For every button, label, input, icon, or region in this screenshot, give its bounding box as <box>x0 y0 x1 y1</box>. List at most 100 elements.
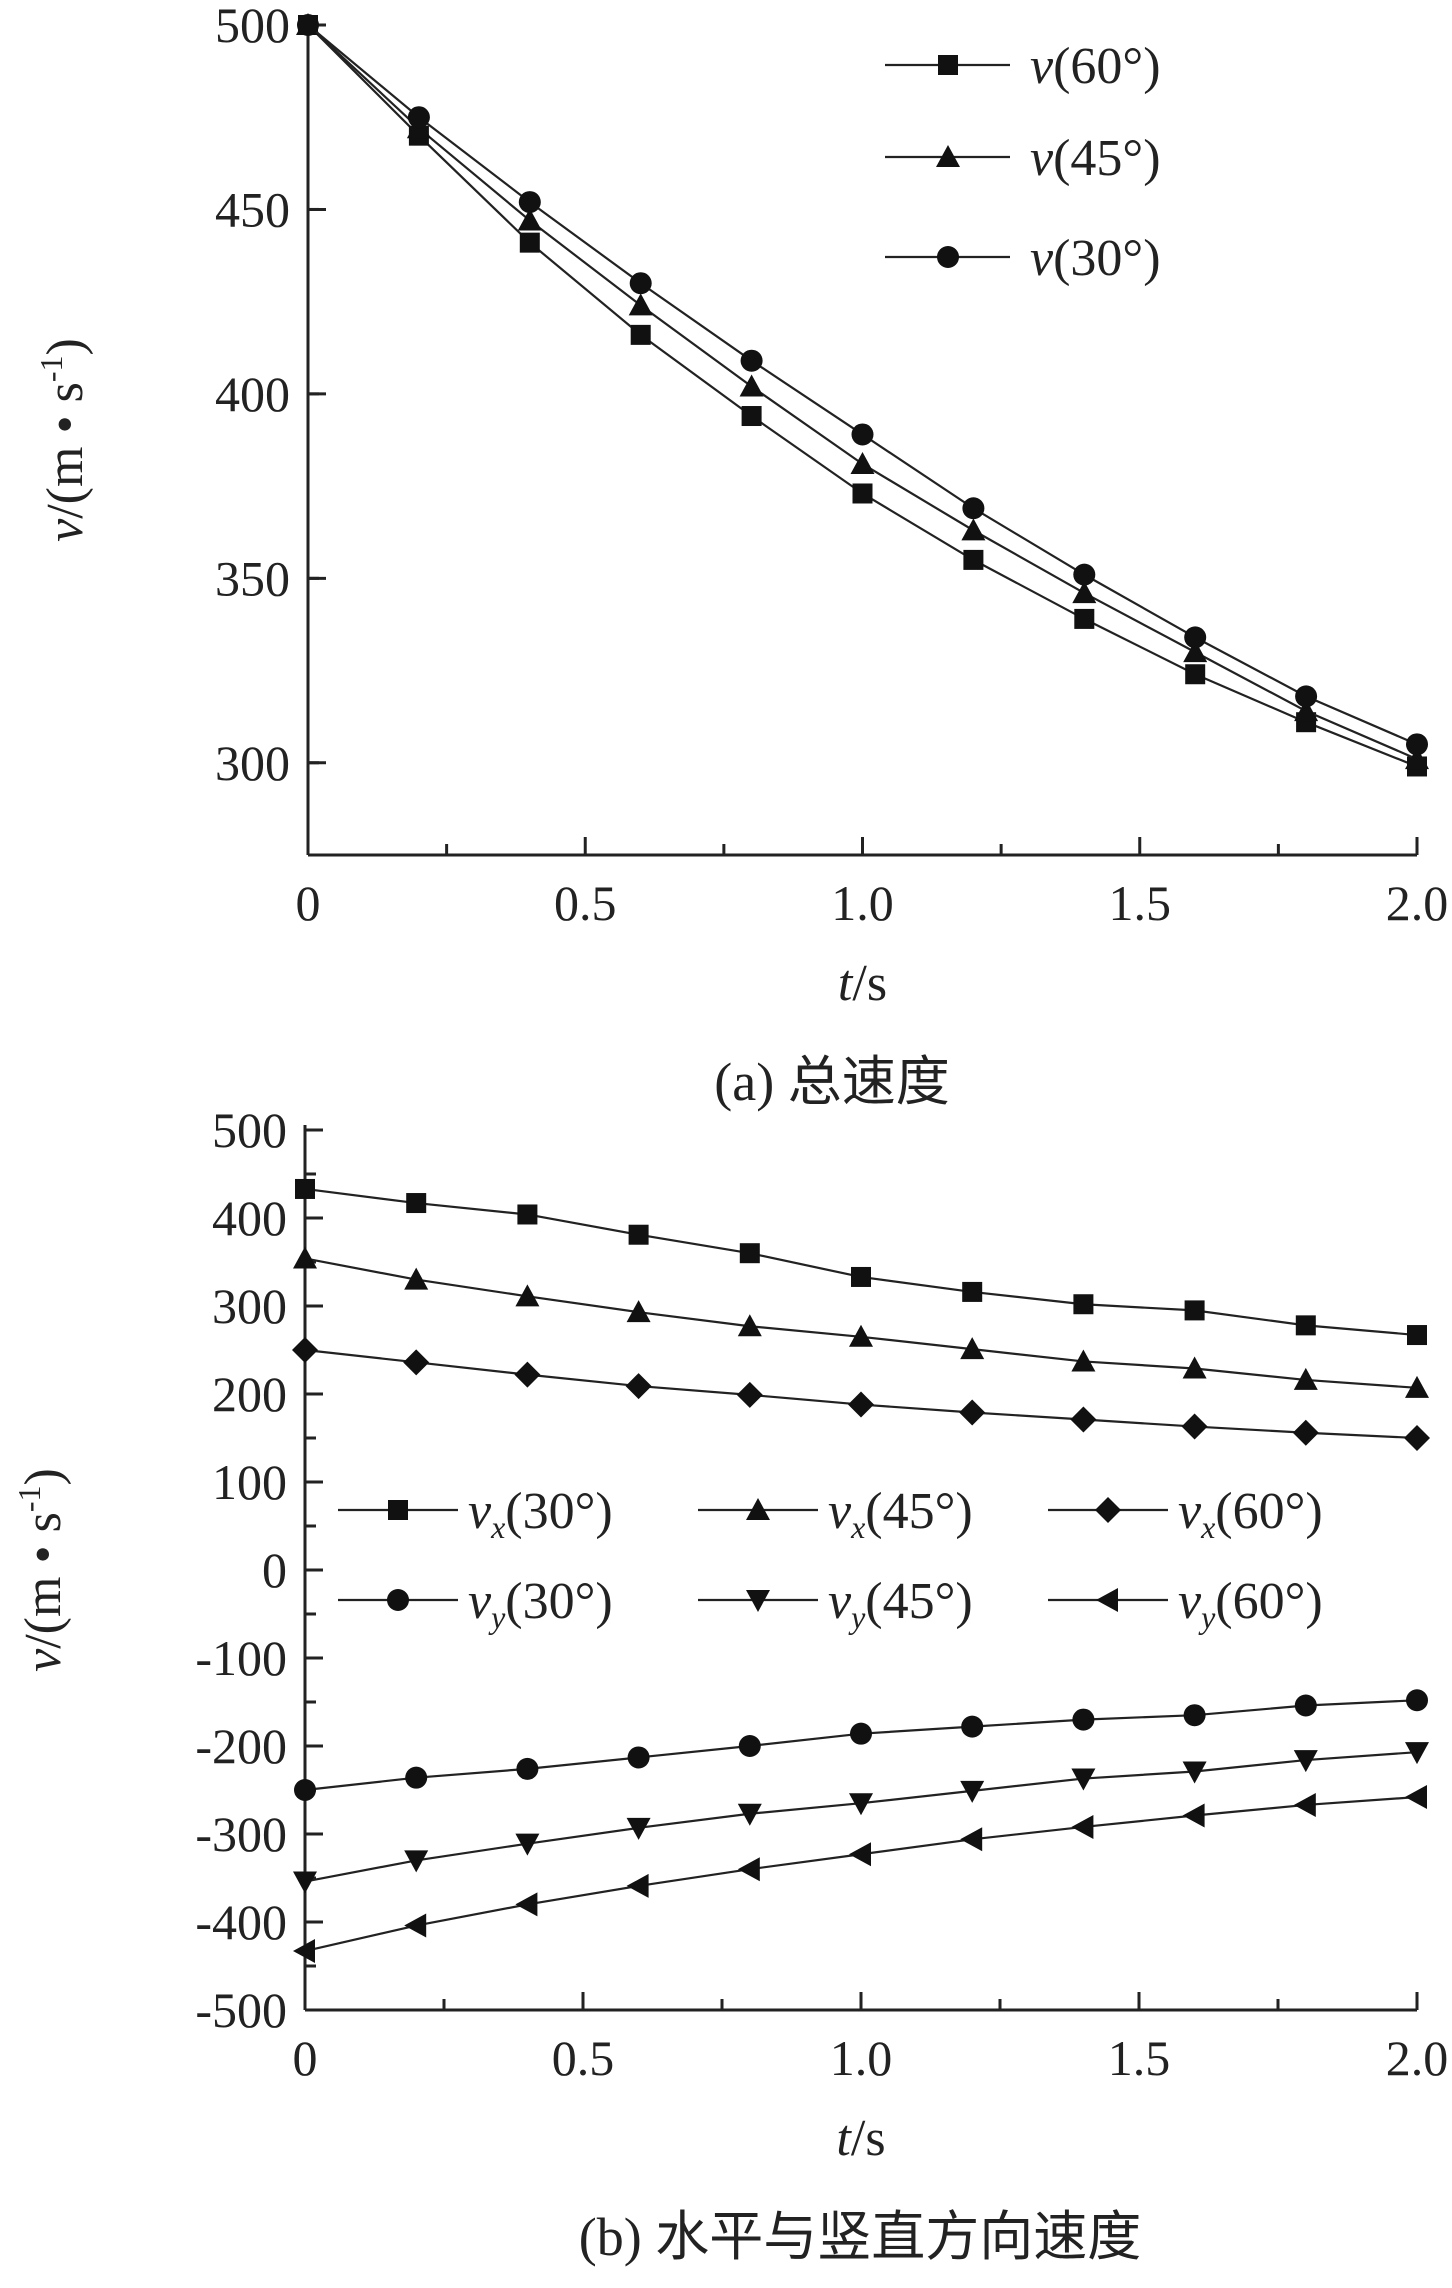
data-point <box>1295 685 1318 708</box>
data-point <box>849 1793 873 1816</box>
data-point <box>625 1373 652 1400</box>
data-point <box>1071 1349 1096 1372</box>
series-line <box>307 24 1418 746</box>
data-point <box>848 1391 874 1418</box>
data-point <box>1072 1708 1095 1731</box>
data-point <box>1073 1294 1094 1315</box>
y-tick-label: 0 <box>262 1542 287 1598</box>
data-point <box>406 1193 427 1214</box>
data-point <box>737 1803 762 1826</box>
data-point <box>849 1842 871 1867</box>
data-point <box>628 293 653 316</box>
data-point <box>1406 733 1428 756</box>
legend-label: vy(45°) <box>828 1573 973 1635</box>
data-point <box>405 1766 428 1789</box>
series-line <box>304 1699 1418 1792</box>
data-point <box>739 374 764 397</box>
data-point <box>959 1399 986 1426</box>
chart-a-axes <box>306 15 1419 857</box>
data-point <box>627 1746 650 1769</box>
legend-label: vx(60°) <box>1178 1483 1323 1545</box>
data-point <box>1404 1425 1430 1451</box>
data-point <box>963 549 984 570</box>
chart-b-y-tick-labels: 500 400 300 200 100 0 -100 -200 -300 -400 -500 <box>195 1102 287 2038</box>
data-point <box>293 1246 317 1269</box>
data-point <box>850 1722 872 1745</box>
data-point <box>626 1817 651 1840</box>
y-tick-label: -200 <box>195 1718 287 1774</box>
data-point <box>403 1349 430 1376</box>
y-tick-label: 500 <box>215 0 290 53</box>
data-point <box>293 1871 317 1894</box>
data-point <box>739 1243 760 1264</box>
chart-a-caption: (a) 总速度 <box>714 1052 949 1112</box>
chart-component-velocity: 500 400 300 200 100 0 -100 -200 -300 -400 -500 0 0.… <box>11 1102 1448 2267</box>
legend-label: v(60°) <box>1030 38 1161 95</box>
data-point <box>516 1757 539 1780</box>
data-point <box>1292 1419 1319 1446</box>
legend-label: vx(30°) <box>468 1483 613 1545</box>
chart-b-y-axis-label: v/(m • s-1) <box>11 1468 72 1672</box>
data-point <box>1183 640 1208 663</box>
series-vy(45°) <box>293 1742 1429 1894</box>
legend-item: vx(60°) <box>1048 1483 1323 1545</box>
y-tick-label: 100 <box>212 1454 287 1510</box>
legend-item: vy(60°) <box>1048 1573 1323 1635</box>
data-point <box>1293 1792 1316 1817</box>
legend-label: vy(60°) <box>1178 1573 1323 1635</box>
series-v(30°) <box>297 14 1428 756</box>
data-point <box>737 1857 760 1882</box>
data-point <box>293 1939 315 1964</box>
legend-marker <box>387 1589 409 1611</box>
legend-item: vy(45°) <box>698 1573 973 1635</box>
data-point <box>628 1224 649 1245</box>
data-point <box>292 1337 318 1363</box>
series-vy(30°) <box>294 1689 1428 1801</box>
legend-label: v(45°) <box>1030 130 1161 187</box>
chart-a-legend: v(60°) v(45°) v(30°) <box>885 38 1161 287</box>
legend-marker <box>1095 1497 1121 1523</box>
data-point <box>1184 1300 1205 1321</box>
y-tick-label: 200 <box>212 1366 287 1422</box>
data-point <box>295 1178 315 1199</box>
chart-a-series <box>296 13 1429 777</box>
series-v(45°) <box>296 13 1429 770</box>
data-point <box>1182 1803 1205 1828</box>
data-point <box>1405 747 1429 770</box>
x-tick-label: 1.5 <box>1108 2030 1171 2086</box>
legend-label: vy(30°) <box>468 1573 613 1635</box>
data-point <box>852 483 873 504</box>
legend-item: vy(30°) <box>338 1573 613 1635</box>
data-point <box>1073 563 1096 586</box>
data-point <box>1293 1367 1318 1390</box>
data-point <box>404 1267 429 1290</box>
series-line <box>304 1795 1418 1953</box>
data-point <box>297 14 319 36</box>
data-point <box>1295 1315 1316 1336</box>
legend-item: v(60°) <box>885 38 1161 95</box>
x-tick-label: 1.0 <box>831 875 894 931</box>
data-point <box>517 208 542 231</box>
data-point <box>515 1284 540 1307</box>
series-line <box>307 24 1418 768</box>
y-tick-label: 400 <box>212 1190 287 1246</box>
data-point <box>1406 1689 1428 1712</box>
data-point <box>962 1281 983 1302</box>
y-tick-label: 350 <box>215 550 290 606</box>
data-point <box>1293 1750 1318 1773</box>
data-point <box>626 1300 651 1323</box>
series-v(60°) <box>298 15 1427 777</box>
series-line <box>304 1187 1418 1337</box>
legend-item: vx(45°) <box>698 1483 973 1545</box>
data-point <box>961 518 986 541</box>
y-tick-label: 500 <box>212 1102 287 1158</box>
data-point <box>404 1850 429 1873</box>
legend-marker <box>938 55 958 75</box>
data-point <box>962 497 985 520</box>
y-tick-label: -500 <box>195 1982 287 2038</box>
data-point <box>517 1204 538 1225</box>
data-point <box>851 423 874 446</box>
y-tick-label: 450 <box>215 181 290 237</box>
data-point <box>1072 581 1097 604</box>
